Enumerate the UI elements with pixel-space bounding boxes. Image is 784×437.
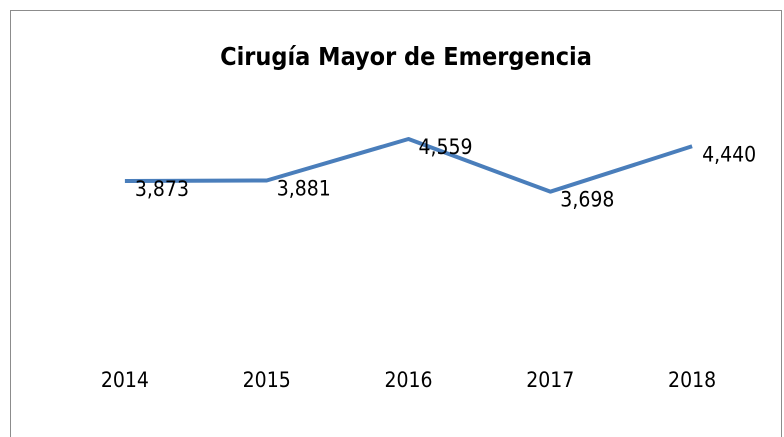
data-label: 3,873 bbox=[135, 177, 189, 201]
x-tick-label: 2017 bbox=[526, 368, 574, 392]
data-label: 4,559 bbox=[419, 135, 473, 159]
data-label: 3,881 bbox=[277, 176, 331, 200]
chart-title: Cirugía Mayor de Emergencia bbox=[220, 42, 592, 71]
data-label: 3,698 bbox=[560, 188, 614, 212]
data-label: 4,440 bbox=[702, 142, 756, 166]
data-line bbox=[124, 136, 693, 194]
x-tick-label: 2015 bbox=[243, 368, 291, 392]
chart-border bbox=[10, 10, 782, 437]
x-tick-label: 2016 bbox=[384, 368, 432, 392]
x-tick-label: 2014 bbox=[101, 368, 149, 392]
x-tick-label: 2018 bbox=[668, 368, 716, 392]
